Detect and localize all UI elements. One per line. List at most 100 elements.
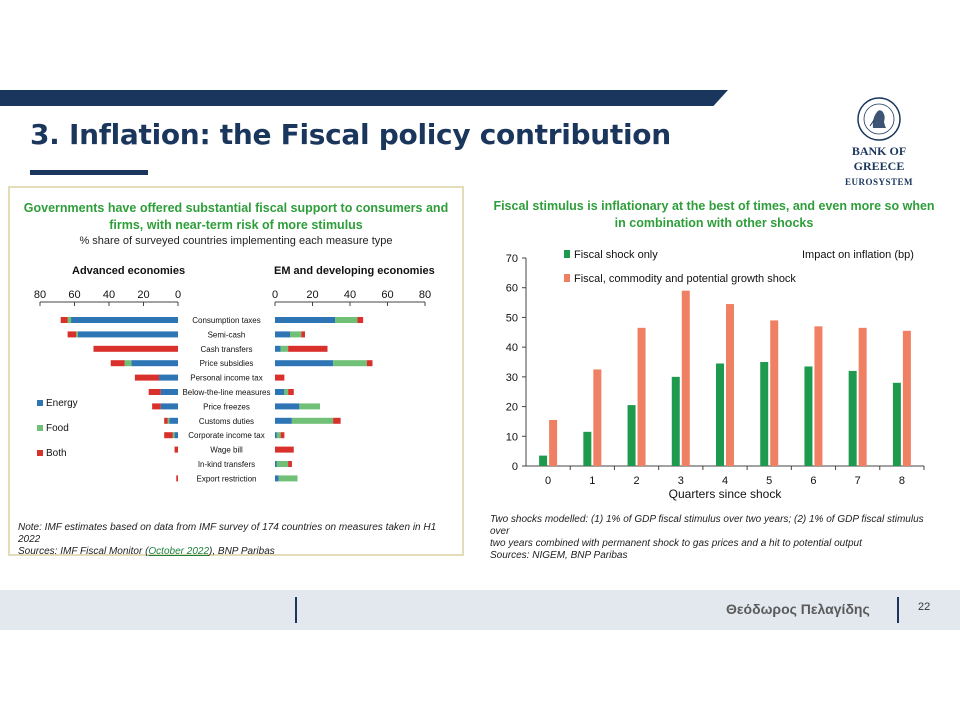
em-bar-both	[275, 374, 285, 381]
right-note-line-2: two years combined with permanent shock …	[490, 538, 862, 549]
left-chart-title-1: Governments have offered substantial fis…	[23, 201, 449, 215]
advanced-bar-food	[76, 331, 78, 338]
legend-label-food: Food	[46, 423, 69, 434]
em-tick-label: 80	[419, 289, 431, 301]
advanced-bar-both	[164, 432, 173, 439]
x-tick-label: 5	[766, 475, 772, 487]
legend-swatch-energy	[37, 400, 43, 406]
bar-fiscal-only	[848, 370, 857, 466]
bar-combined-shock	[726, 304, 734, 466]
em-bar-food	[333, 360, 367, 367]
right-chart-header: Fiscal stimulus is inflationary at the b…	[484, 198, 944, 232]
em-tick-label: 60	[381, 289, 393, 301]
em-bar-food	[276, 461, 289, 467]
advanced-bar-energy	[71, 317, 178, 323]
advanced-bar-both	[67, 331, 77, 338]
em-bar-food	[290, 331, 302, 338]
footer-divider	[295, 597, 297, 623]
bar-combined-shock	[637, 327, 646, 466]
em-bar-energy	[275, 432, 277, 439]
em-bar-food	[276, 432, 281, 439]
bar-combined-shock	[593, 369, 602, 466]
advanced-tick-label: 20	[137, 289, 149, 301]
x-tick-label: 4	[722, 475, 728, 487]
advanced-bar-food	[67, 317, 72, 323]
advanced-bar-both	[93, 345, 178, 352]
legend-swatch-both	[37, 450, 43, 456]
y-tick-label: 20	[506, 402, 518, 414]
bar-combined-shock	[681, 290, 690, 466]
advanced-bar-both	[148, 389, 161, 395]
em-bar-both	[333, 417, 341, 424]
imf-report-link[interactable]: October 2022	[148, 546, 210, 557]
advanced-tick-label: 60	[68, 289, 80, 301]
legend-label-fiscal-only: Fiscal shock only	[574, 249, 658, 261]
left-note-suffix: ), BNP Paribas	[209, 546, 275, 557]
category-label: Personal income tax	[190, 374, 262, 383]
category-label: Cash transfers	[200, 345, 252, 354]
bank-seal-icon	[857, 97, 901, 141]
bar-fiscal-only	[583, 431, 592, 466]
advanced-bar-energy	[174, 432, 178, 439]
em-bar-both	[366, 360, 373, 367]
right-chart-note: Two shocks modelled: (1) 1% of GDP fisca…	[490, 514, 942, 562]
bar-combined-shock	[549, 419, 558, 466]
bank-logo: BANK OF GREECE EUROSYSTEM	[828, 96, 930, 187]
category-label: In-kind transfers	[198, 460, 255, 469]
advanced-bar-both	[174, 446, 178, 453]
x-tick-label: 6	[810, 475, 816, 487]
legend-label-energy: Energy	[46, 398, 78, 409]
em-bar-both	[301, 331, 305, 338]
left-chart-title-2: firms, with near-term risk of more stimu…	[109, 218, 363, 232]
right-chart-title-1: Fiscal stimulus is inflationary at the b…	[493, 199, 935, 213]
em-bar-both	[280, 432, 285, 439]
left-chart-panel: Governments have offered substantial fis…	[8, 186, 464, 558]
footer-band	[0, 590, 960, 630]
em-bar-food	[335, 317, 358, 323]
right-note-line-1: Two shocks modelled: (1) 1% of GDP fisca…	[490, 514, 924, 537]
advanced-bar-both	[152, 403, 161, 410]
bar-fiscal-only	[716, 363, 724, 466]
title-underline	[30, 170, 148, 175]
advanced-panel-title: Advanced economies	[72, 265, 185, 277]
advanced-bar-energy	[160, 389, 178, 395]
y-tick-label: 30	[506, 372, 518, 384]
page-number: 22	[918, 601, 931, 613]
advanced-bar-food	[172, 432, 175, 439]
x-tick-label: 0	[545, 475, 551, 487]
bar-fiscal-only	[760, 362, 769, 466]
bar-combined-shock	[902, 330, 911, 466]
advanced-bar-energy	[159, 374, 178, 381]
x-tick-label: 8	[899, 475, 905, 487]
left-chart: Advanced economies EM and developing econ…	[34, 265, 435, 483]
legend-swatch-fiscal-only	[564, 250, 570, 258]
em-panel-title: EM and developing economies	[274, 265, 435, 277]
category-label: Corporate income tax	[188, 431, 264, 440]
legend-swatch-food	[37, 425, 43, 431]
category-label: Price subsidies	[200, 359, 254, 368]
left-chart-note: Note: IMF estimates based on data from I…	[18, 522, 458, 558]
x-tick-label: 7	[855, 475, 861, 487]
bank-name: BANK OF GREECE	[851, 144, 907, 173]
em-bar-both	[288, 461, 292, 467]
em-bar-energy	[275, 461, 277, 467]
em-bar-energy	[275, 403, 300, 410]
bar-fiscal-only	[804, 366, 813, 466]
bar-combined-shock	[770, 320, 779, 466]
y-tick-label: 0	[512, 461, 518, 473]
em-bar-both	[288, 345, 328, 352]
advanced-tick-label: 80	[34, 289, 46, 301]
em-bar-energy	[275, 360, 334, 367]
legend-label-combined-shock: Fiscal, commodity and potential growth s…	[574, 273, 796, 285]
em-bar-energy	[275, 345, 281, 352]
em-bar-food	[299, 403, 320, 410]
bar-combined-shock	[858, 327, 867, 466]
advanced-bar-energy	[160, 403, 178, 410]
em-bar-energy	[275, 331, 290, 338]
em-bar-food	[280, 345, 289, 352]
left-chart-header: Governments have offered substantial fis…	[10, 200, 462, 247]
em-bar-both	[288, 389, 294, 395]
advanced-tick-label: 40	[103, 289, 115, 301]
em-tick-label: 0	[272, 289, 278, 301]
advanced-bar-energy	[77, 331, 178, 338]
